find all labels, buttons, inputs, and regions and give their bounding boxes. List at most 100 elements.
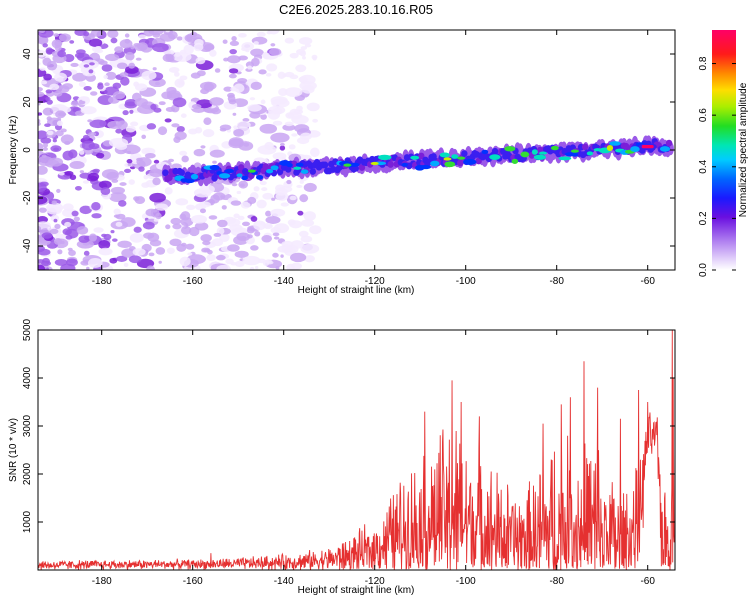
noise-blob [142,221,155,230]
noise-blob [88,38,103,48]
noise-blob [119,182,127,186]
noise-blob [74,52,85,59]
trace-core [558,156,572,161]
noise-blob [273,236,280,240]
noise-blob [228,99,237,105]
noise-blob [110,37,118,44]
noise-blob [186,34,193,42]
noise-blob [287,219,296,226]
noise-blob [137,42,148,51]
noise-blob [176,36,183,41]
noise-blob [94,48,104,54]
trace-hotspot [443,157,452,161]
noise-blob [124,65,139,74]
noise-blob [81,96,90,102]
noise-blob [50,145,62,152]
noise-blob [83,250,90,256]
spectrogram-x-ticks: -180 -160 -140 -120 -100 -80 -60 [92,30,655,287]
trace-core [481,149,489,155]
noise-blob [168,66,180,73]
trace-hotspot [570,149,579,153]
noise-blob [55,85,70,94]
noise-blob [80,260,90,266]
snr-x-ticks: -180 -160 -140 -120 -100 -80 -60 [92,330,655,587]
noise-blob [256,31,266,37]
noise-blob [229,49,237,55]
noise-blob [38,165,48,175]
snr-y-label: SNR (10 * v/v) [8,418,19,482]
noise-blob [154,203,169,211]
noise-blob [193,148,206,157]
noise-blob [124,33,130,38]
noise-blob [152,32,161,38]
noise-blob [240,201,251,209]
noise-blob [149,168,164,178]
noise-blob [64,171,74,176]
noise-blob [98,247,113,256]
trace-core [418,165,432,170]
noise-blob [263,222,273,230]
trace-core [463,159,477,165]
noise-blob [146,123,157,130]
trace-band [581,143,589,151]
trace-core [430,160,440,167]
noise-blob [259,180,267,186]
noise-blob [195,57,206,65]
noise-blob [214,68,221,73]
x-tick-label: -160 [183,576,203,587]
noise-blob [270,208,286,217]
noise-blob [79,205,92,215]
noise-blob [312,56,317,61]
noise-blob [299,50,307,57]
noise-blob [38,87,43,92]
noise-blob [38,61,41,66]
x-tick-label: -60 [640,576,655,587]
noise-blob [262,192,274,200]
noise-blob [99,60,108,66]
noise-blob [95,152,105,159]
noise-blob [153,218,159,222]
noise-blob [290,240,304,249]
noise-blob [180,211,191,221]
noise-blob [163,49,175,56]
noise-blob [272,252,279,258]
noise-blob [260,221,265,226]
trace-band [491,147,499,155]
noise-blob [200,234,212,242]
noise-blob [155,247,166,255]
noise-blob [199,208,207,214]
noise-blob [89,62,95,66]
noise-blob [251,57,260,67]
noise-blob [247,104,262,112]
noise-blob [78,235,90,243]
trace-core [531,149,538,155]
noise-blob [280,202,289,207]
noise-blob [54,72,68,82]
y-tick-label: 40 [22,48,33,60]
noise-blob [45,89,53,94]
noise-blob [172,97,187,108]
noise-blob [51,39,63,49]
trace-core [533,154,546,160]
noise-blob [49,228,59,235]
noise-blob [286,263,296,270]
noise-blob [149,192,166,203]
noise-blob [38,102,41,106]
noise-blob [141,70,157,81]
noise-blob [116,62,128,70]
noise-blob [133,196,140,202]
trace-hotspot [457,156,466,160]
y-tick-label: 1000 [22,510,33,533]
noise-blob [230,200,242,206]
trace-core [609,141,621,146]
noise-blob [277,245,292,253]
noise-blob [171,123,180,128]
noise-blob [133,226,142,233]
noise-blob [70,101,80,107]
trace-core [225,168,235,174]
noise-blob [261,187,268,192]
noise-blob [38,264,46,270]
noise-blob [233,125,238,129]
noise-blob [107,120,122,129]
